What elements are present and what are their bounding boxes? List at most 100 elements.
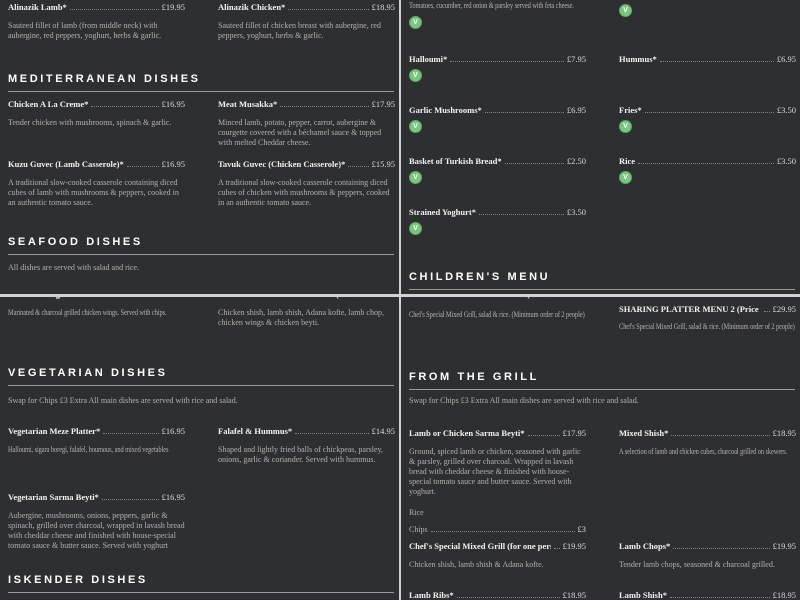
item-price: £19.95 [772, 541, 796, 551]
item-price: £18.95 [772, 590, 796, 600]
vegetarian-badge-icon: V [409, 171, 422, 184]
dotted-leader [638, 155, 774, 164]
dotted-leader [659, 53, 774, 62]
item-price: £2.50 [566, 156, 586, 166]
section-divider [8, 385, 394, 386]
vegetarian-badge-icon: V [409, 222, 422, 235]
menu-item: Rice £3.50 V [619, 155, 796, 184]
menu-item: Alinazik Lamb* £19.95 Sauteed fillet of l… [8, 1, 185, 41]
item-description: Ground, spiced lamb or chicken, seasoned… [409, 447, 581, 496]
item-name: Lamb Chops* [619, 541, 671, 551]
section-divider [8, 592, 394, 593]
side-option-price: £3 [577, 524, 587, 534]
item-name: Kuzu Guvec (Lamb Casserole)* [8, 159, 124, 169]
section-divider [8, 254, 394, 255]
menu-item: Halloumi* £7.95 V [409, 53, 586, 82]
item-description: A selection of lamb and chicken cubes, c… [619, 447, 788, 456]
dotted-leader [295, 425, 369, 434]
vegetarian-badge-icon: V [409, 16, 422, 29]
item-description: Chef's Special Mixed Grill, salad & rice… [409, 310, 585, 319]
cut-off-menu-item: SHARING PLATTER MENU 1 (Price per Person… [409, 297, 586, 301]
menu-item: Mixed Shish* £18.95 A selection of lamb a… [619, 427, 796, 535]
item-description: Sauteed fillet of chicken breast with au… [218, 21, 381, 40]
item-name: SHARING PLATTER MENU 2 (Price per Person… [619, 304, 761, 314]
section-heading-text: MEDITERRANEAN DISHES [8, 73, 201, 85]
dotted-leader [288, 1, 369, 10]
item-price: £6.95 [776, 54, 796, 64]
item-description: Shaped and lightly fried balls of chickp… [218, 445, 383, 464]
item-name: Alinazik Lamb* [8, 2, 67, 12]
item-name: Chicken A La Creme* [8, 99, 89, 109]
menu-item: Kuzu Guvec (Lamb Casserole)* £16.95 A tra… [8, 158, 185, 208]
menu-item: Fries* £3.50 V [619, 104, 796, 133]
item-name: Falafel & Hummus* [218, 426, 293, 436]
menu-item: Lamb Chops* £19.95 Tender lamb chops, sea… [619, 540, 796, 570]
dotted-leader [484, 104, 564, 113]
item-name: Halloumi* [409, 54, 448, 64]
dotted-leader [280, 98, 369, 107]
item-price: £16.95 [161, 426, 185, 436]
item-price: £18.95 [371, 2, 395, 12]
item-description: Halloumi, sigara boregi, falafel, houmou… [8, 445, 169, 454]
item-price: £14.95 [371, 426, 395, 436]
section-heading-text: ISKENDER DISHES [8, 574, 148, 586]
dotted-leader [91, 98, 159, 107]
item-price: £3.50 [776, 105, 796, 115]
section-heading-text: VEGETARIAN DISHES [8, 367, 168, 379]
section-heading-text: FROM THE GRILL [409, 371, 539, 383]
vegetarian-badge-icon: V [409, 69, 422, 82]
menu-item: SHARING PLATTER MENU 2 (Price per Person… [619, 297, 796, 332]
item-description: Sauteed fillet of lamb (from middle neck… [8, 21, 162, 40]
section-heading-mediterranean-dishes: MEDITERRANEAN DISHES [8, 73, 394, 92]
dotted-leader [126, 158, 159, 167]
menu-item: Hummus* £6.95 [619, 53, 796, 82]
menu-quadrant-top-left: Alinazik Lamb* £19.95 Sauteed fillet of l… [0, 0, 399, 294]
item-description: Tender chicken with mushrooms, spinach &… [8, 118, 172, 127]
item-name: Vegetarian Sarma Beyti* [8, 492, 99, 502]
section-note: Swap for Chips £3 Extra All main dishes … [409, 396, 639, 405]
item-price: £16.95 [161, 99, 185, 109]
item-price: £18.95 [772, 428, 796, 438]
item-name: Mixed Shish* [619, 428, 669, 438]
dotted-leader [671, 427, 770, 436]
dotted-leader [456, 589, 560, 598]
dotted-leader [101, 491, 159, 500]
item-price: £3.50 [566, 207, 586, 217]
item-name: Lamb Ribs* [409, 590, 454, 600]
item-price: £18.95 [562, 590, 586, 600]
section-heading-seafood-dishes: SEAFOOD DISHES [8, 236, 394, 255]
item-description: Chef's Special Mixed Grill, salad & rice… [619, 322, 795, 331]
section-divider [8, 91, 394, 92]
section-note: Swap for Chips £3 Extra All main dishes … [8, 396, 238, 405]
menu-item: Falafel & Hummus* £14.95 Shaped and light… [218, 425, 395, 465]
dotted-leader [504, 155, 564, 164]
item-price: £7.95 [566, 54, 586, 64]
item-name: Basket of Turkish Bread* [409, 156, 502, 166]
menu-quadrant-bottom-left: Chicken Wings*£9.95 Marinated & charcoal… [0, 297, 399, 600]
section-heading-text: CHILDREN'S MENU [409, 271, 551, 283]
item-description: Tomatoes, cucumber, red onion & parsley … [409, 1, 574, 10]
item-name: Alinazik Chicken* [218, 2, 286, 12]
vegetarian-badge-icon: V [619, 171, 632, 184]
vegetarian-badge-icon: V [619, 4, 632, 17]
item-price: £16.95 [161, 159, 185, 169]
item-description: Marinated & charcoal grilled chicken win… [8, 308, 167, 317]
menu-item: Chicken A La Creme* £16.95 Tender chicken… [8, 98, 185, 148]
menu-item: Lamb Shish* £18.95 [619, 589, 796, 600]
section-heading-text: SEAFOOD DISHES [8, 236, 143, 248]
dotted-leader [673, 540, 770, 549]
item-name: Chef's Special Mixed Grill (for one pers… [409, 541, 551, 551]
item-name: Rice [619, 156, 636, 166]
item-description: Tender lamb chops, seasoned & charcoal g… [619, 560, 775, 569]
dotted-leader [478, 206, 564, 215]
menu-quadrant-top-right: Tomatoes, cucumber, red onion & parsley … [401, 0, 800, 294]
item-price: £29.95 [772, 304, 796, 314]
item-price: £19.95 [562, 541, 586, 551]
side-option-name: Rice [409, 508, 424, 517]
menu-item: Garlic Mushrooms* £6.95 V [409, 104, 586, 133]
dotted-leader [669, 589, 770, 598]
item-name: Lamb Shish* [619, 590, 667, 600]
item-description: Aubergine, mushrooms, onions, peppers, g… [8, 511, 185, 550]
dotted-leader [430, 523, 575, 532]
